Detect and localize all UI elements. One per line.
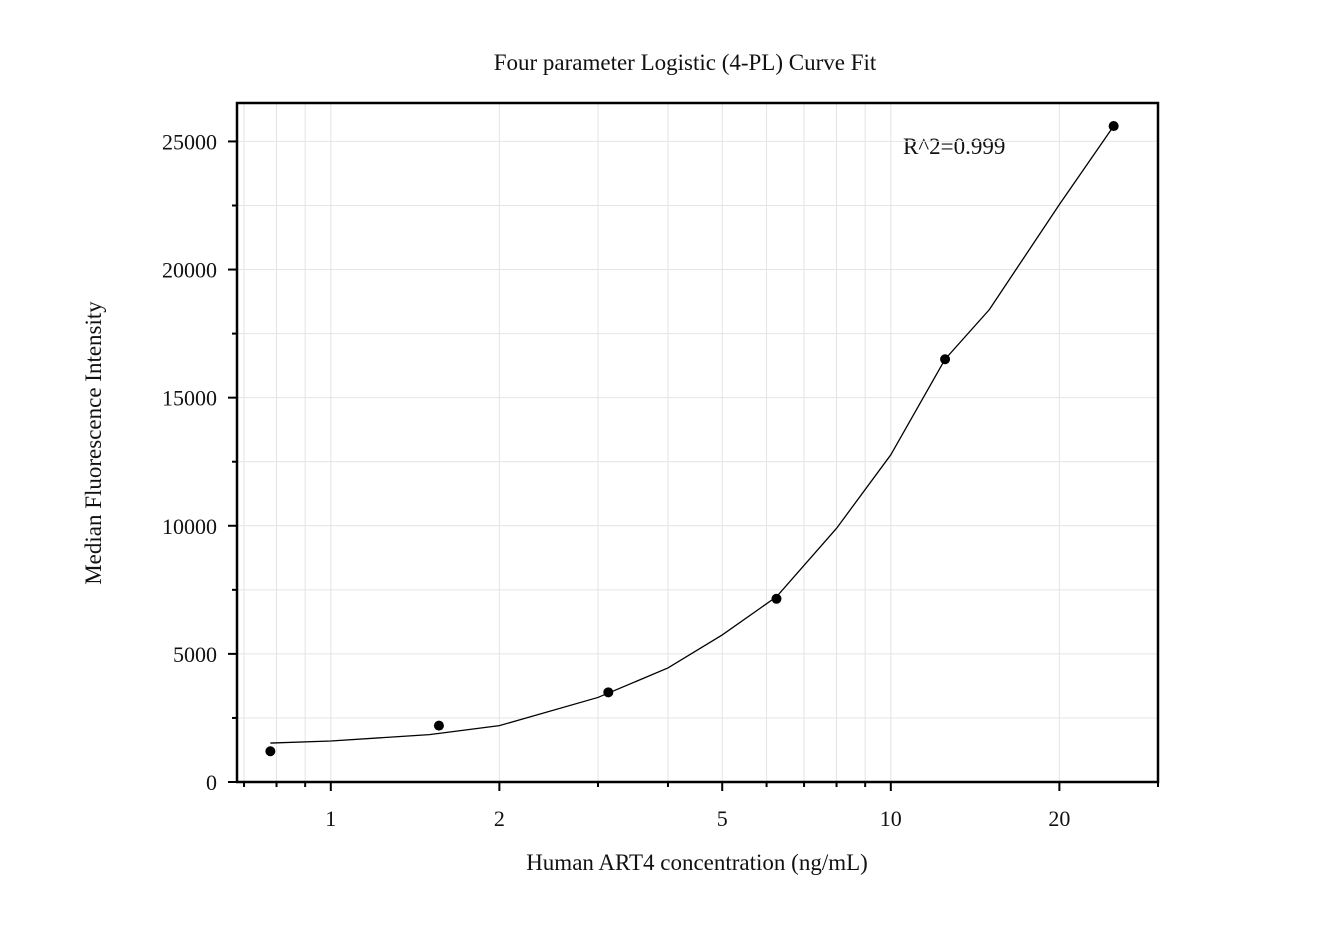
x-tick-label: 20: [1048, 806, 1070, 831]
y-axis-label: Median Fluorescence Intensity: [81, 301, 106, 585]
data-point: [265, 746, 276, 757]
data-point: [771, 593, 782, 604]
data-point: [433, 720, 444, 731]
y-tick-label: 10000: [162, 514, 217, 539]
annotation: R^2=0.999: [903, 134, 1005, 159]
x-tick-label: 2: [494, 806, 505, 831]
x-tick-label: 1: [325, 806, 336, 831]
y-tick-label: 25000: [162, 129, 217, 154]
x-tick-label: 5: [717, 806, 728, 831]
y-tick-label: 15000: [162, 386, 217, 411]
y-tick-label: 5000: [173, 642, 217, 667]
y-tick-label: 20000: [162, 258, 217, 283]
chart-title: Four parameter Logistic (4-PL) Curve Fit: [494, 50, 877, 75]
fit-curve: [270, 125, 1115, 744]
plot-frame: [235, 101, 1160, 784]
x-axis-label: Human ART4 concentration (ng/mL): [526, 850, 868, 875]
x-tick-label: 10: [880, 806, 902, 831]
y-tick-label: 0: [206, 770, 217, 795]
